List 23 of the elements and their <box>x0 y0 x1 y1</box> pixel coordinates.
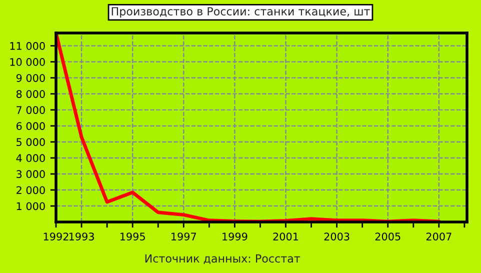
y-tick-label: 11 000 <box>10 42 45 50</box>
x-tick-label: 2003 <box>324 232 350 240</box>
x-tick-label: 1992 <box>44 232 68 240</box>
x-tick-label: 1999 <box>222 232 248 240</box>
y-tick-label: 1 000 <box>16 202 45 210</box>
x-tick-label: 2007 <box>426 232 452 240</box>
y-tick-label: 7 000 <box>16 106 45 114</box>
y-tick-label: 10 000 <box>10 58 45 66</box>
y-tick-label: 5 000 <box>16 138 45 146</box>
y-tick-label: 2 000 <box>16 186 45 194</box>
y-tick-label: 9 000 <box>16 74 45 82</box>
text: Источник данных: Росстат <box>145 254 300 264</box>
x-tick-label: 1997 <box>172 232 196 240</box>
chart-title: Производство в России: станки ткацкие, шт <box>112 7 370 18</box>
x-tick-label: 2005 <box>375 232 400 240</box>
x-tick-label: 2001 <box>273 232 298 240</box>
y-tick-label: 4 000 <box>16 154 45 162</box>
y-tick-label: 3 000 <box>16 170 45 178</box>
y-tick-label: 6 000 <box>16 122 45 130</box>
x-tick-label: 1993 <box>69 232 94 240</box>
line-series <box>56 33 441 222</box>
y-tick-label: 8 000 <box>16 90 45 98</box>
x-tick-label: 1995 <box>120 232 145 240</box>
